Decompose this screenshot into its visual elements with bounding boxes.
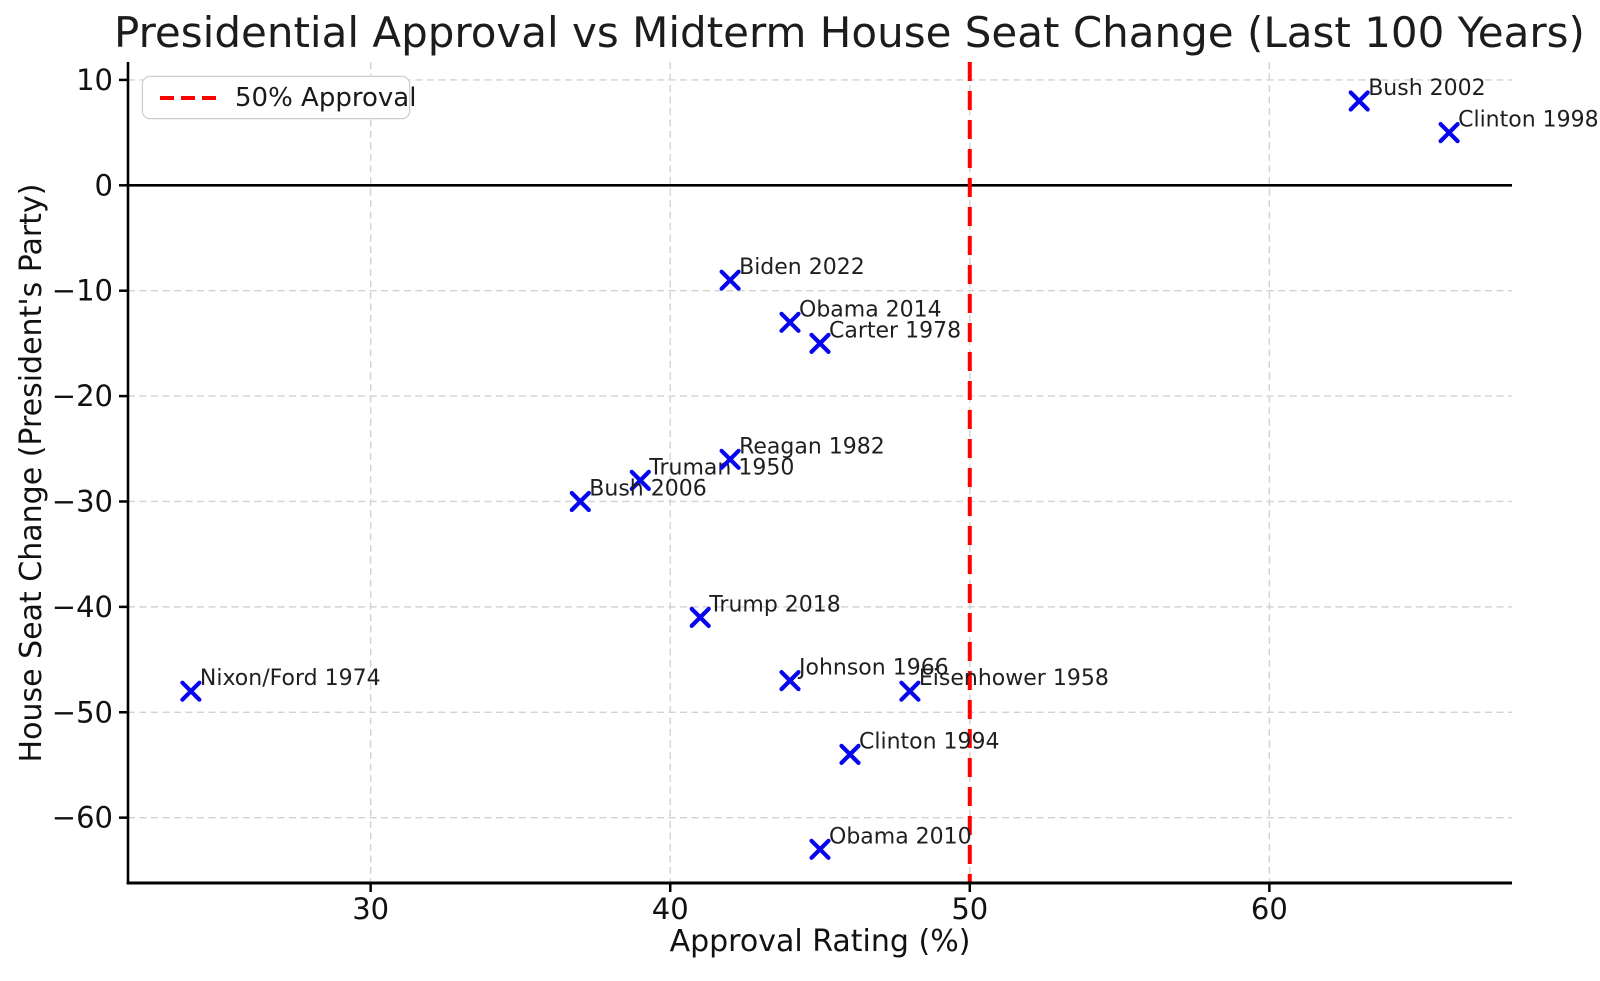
y-tick-label--10: −10 xyxy=(52,274,113,308)
data-point-nixon-ford-1974: Nixon/Ford 1974 xyxy=(180,666,381,702)
y-axis-label: House Seat Change (President's Party) xyxy=(14,183,49,763)
legend-dashed-line-sample xyxy=(160,95,216,100)
data-point-label: Reagan 1982 xyxy=(739,434,885,459)
axis-ticks xyxy=(119,78,1271,892)
x-marker xyxy=(180,680,202,702)
data-point-eisenhower-1958: Eisenhower 1958 xyxy=(899,666,1109,702)
x-marker xyxy=(809,838,831,860)
data-point-bush-2006: Bush 2006 xyxy=(569,477,707,513)
data-point-label: Bush 2002 xyxy=(1368,76,1485,101)
x-axis-label: Approval Rating (%) xyxy=(669,924,971,959)
x-marker xyxy=(779,311,801,333)
data-point-biden-2022: Biden 2022 xyxy=(719,255,865,291)
x-tick-label-50: 50 xyxy=(951,892,988,926)
y-tick-label-10: 10 xyxy=(76,63,113,97)
x-marker xyxy=(899,680,921,702)
data-point-label: Clinton 1998 xyxy=(1458,108,1599,133)
data-point-label: Obama 2014 xyxy=(799,297,942,322)
y-tick-label--20: −20 xyxy=(52,379,113,413)
legend: 50% Approval xyxy=(142,76,416,119)
data-point-label: Bush 2006 xyxy=(589,477,706,502)
y-tick-label--50: −50 xyxy=(52,695,113,729)
x-marker xyxy=(569,490,591,513)
data-point-bush-2002: Bush 2002 xyxy=(1348,76,1486,112)
data-point-label: Obama 2010 xyxy=(829,824,972,849)
data-point-label: Carter 1978 xyxy=(829,318,961,343)
x-marker xyxy=(1438,122,1460,144)
legend-label: 50% Approval xyxy=(235,82,417,113)
x-marker xyxy=(839,743,861,766)
data-point-label: Trump 2018 xyxy=(708,592,841,617)
data-point-trump-2018: Trump 2018 xyxy=(689,592,841,629)
data-point-label: Johnson 1966 xyxy=(797,656,949,681)
x-tick-label-40: 40 xyxy=(652,892,689,926)
data-point-clinton-1998: Clinton 1998 xyxy=(1438,108,1599,144)
tick-labels: 30 40 50 60 10 0 −10 −20 −30 −40 −50 −60 xyxy=(52,63,1288,926)
data-point-obama-2014: Obama 2014 xyxy=(779,297,942,333)
x-marker xyxy=(689,606,711,629)
data-point-label: Eisenhower 1958 xyxy=(919,666,1109,691)
data-point-carter-1978: Carter 1978 xyxy=(809,318,961,354)
y-tick-label--60: −60 xyxy=(52,801,113,835)
x-marker xyxy=(1348,90,1370,112)
data-point-obama-2010: Obama 2010 xyxy=(809,824,972,860)
data-point-label: Clinton 1994 xyxy=(859,729,1000,754)
chart-title: Presidential Approval vs Midterm House S… xyxy=(114,8,1585,57)
axis-spines xyxy=(126,62,1512,885)
x-marker xyxy=(719,269,741,291)
x-tick-label-30: 30 xyxy=(352,892,389,926)
data-point-label: Nixon/Ford 1974 xyxy=(200,666,381,691)
y-tick-label--30: −30 xyxy=(52,484,113,518)
data-point-johnson-1966: Johnson 1966 xyxy=(779,656,949,692)
data-point-reagan-1982: Reagan 1982 xyxy=(719,434,885,470)
data-point-clinton-1994: Clinton 1994 xyxy=(839,729,1000,766)
x-marker xyxy=(779,669,801,692)
data-point-label: Biden 2022 xyxy=(739,255,865,280)
x-marker xyxy=(809,332,831,354)
x-marker xyxy=(719,448,741,470)
y-tick-label-0: 0 xyxy=(95,168,113,202)
x-marker xyxy=(629,469,651,491)
y-tick-label--40: −40 xyxy=(52,590,113,624)
x-tick-label-60: 60 xyxy=(1251,892,1288,926)
